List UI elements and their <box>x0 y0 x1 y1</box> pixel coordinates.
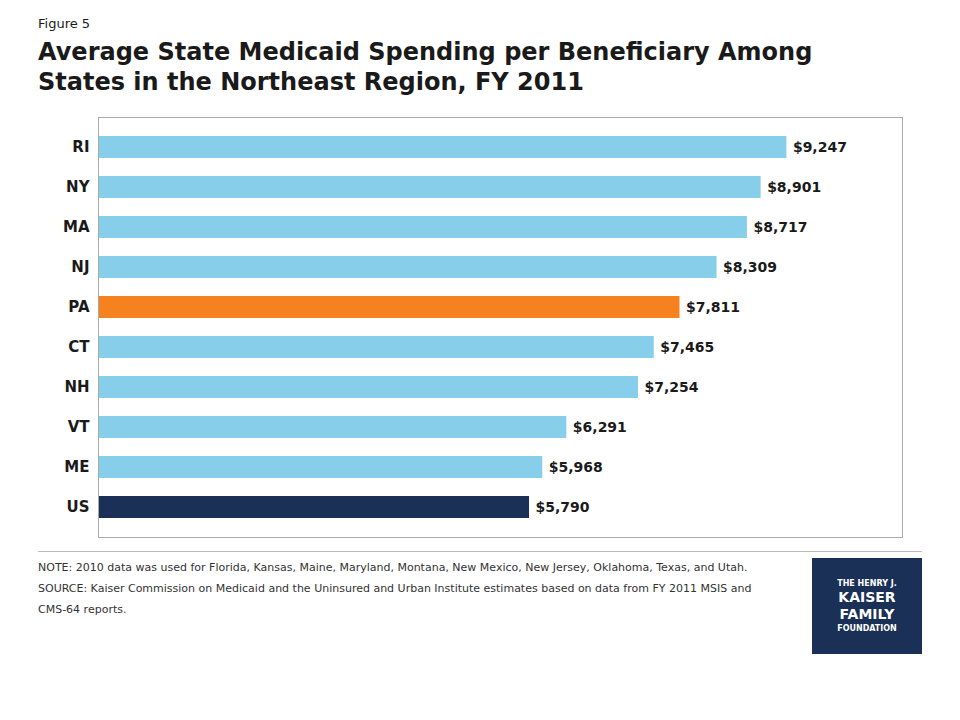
svg-text:$8,717: $8,717 <box>753 219 807 235</box>
svg-text:$9,247: $9,247 <box>793 139 847 155</box>
html-text:CMS-64 reports.: CMS-64 reports. <box>38 602 127 616</box>
svg-text:$7,811: $7,811 <box>686 299 740 315</box>
html-text:FAMILY: FAMILY <box>839 606 895 622</box>
svg-text:NY: NY <box>66 178 91 196</box>
svg-text:$8,901: $8,901 <box>767 179 821 195</box>
svg-text:$5,790: $5,790 <box>536 499 590 515</box>
html-text:Figure 5: Figure 5 <box>38 16 91 31</box>
svg-text:US: US <box>67 498 90 516</box>
svg-text:RI: RI <box>72 138 89 156</box>
svg-text:$8,309: $8,309 <box>723 259 777 275</box>
svg-text:VT: VT <box>68 418 91 436</box>
html-text:FOUNDATION: FOUNDATION <box>837 623 897 633</box>
svg-text:PA: PA <box>68 298 90 316</box>
svg-text:NJ: NJ <box>71 258 89 276</box>
svg-text:NH: NH <box>64 378 89 396</box>
svg-text:$7,254: $7,254 <box>645 379 699 395</box>
html-text:Average State Medicaid Spendin: Average State Medicaid Spending per Bene… <box>38 38 813 96</box>
svg-text:$6,291: $6,291 <box>573 419 627 435</box>
svg-text:ME: ME <box>64 458 89 476</box>
html-text:KAISER: KAISER <box>838 588 896 605</box>
svg-text:MA: MA <box>63 218 90 236</box>
html-text:NOTE: 2010 data was used for F: NOTE: 2010 data was used for Florida, Ka… <box>38 561 748 574</box>
svg-text:$7,465: $7,465 <box>660 339 714 355</box>
svg-text:CT: CT <box>68 338 90 356</box>
html-text:SOURCE: Kaiser Commission on M: SOURCE: Kaiser Commission on Medicaid an… <box>38 581 752 595</box>
html-text:THE HENRY J.: THE HENRY J. <box>837 578 897 588</box>
svg-text:$5,968: $5,968 <box>549 459 603 475</box>
